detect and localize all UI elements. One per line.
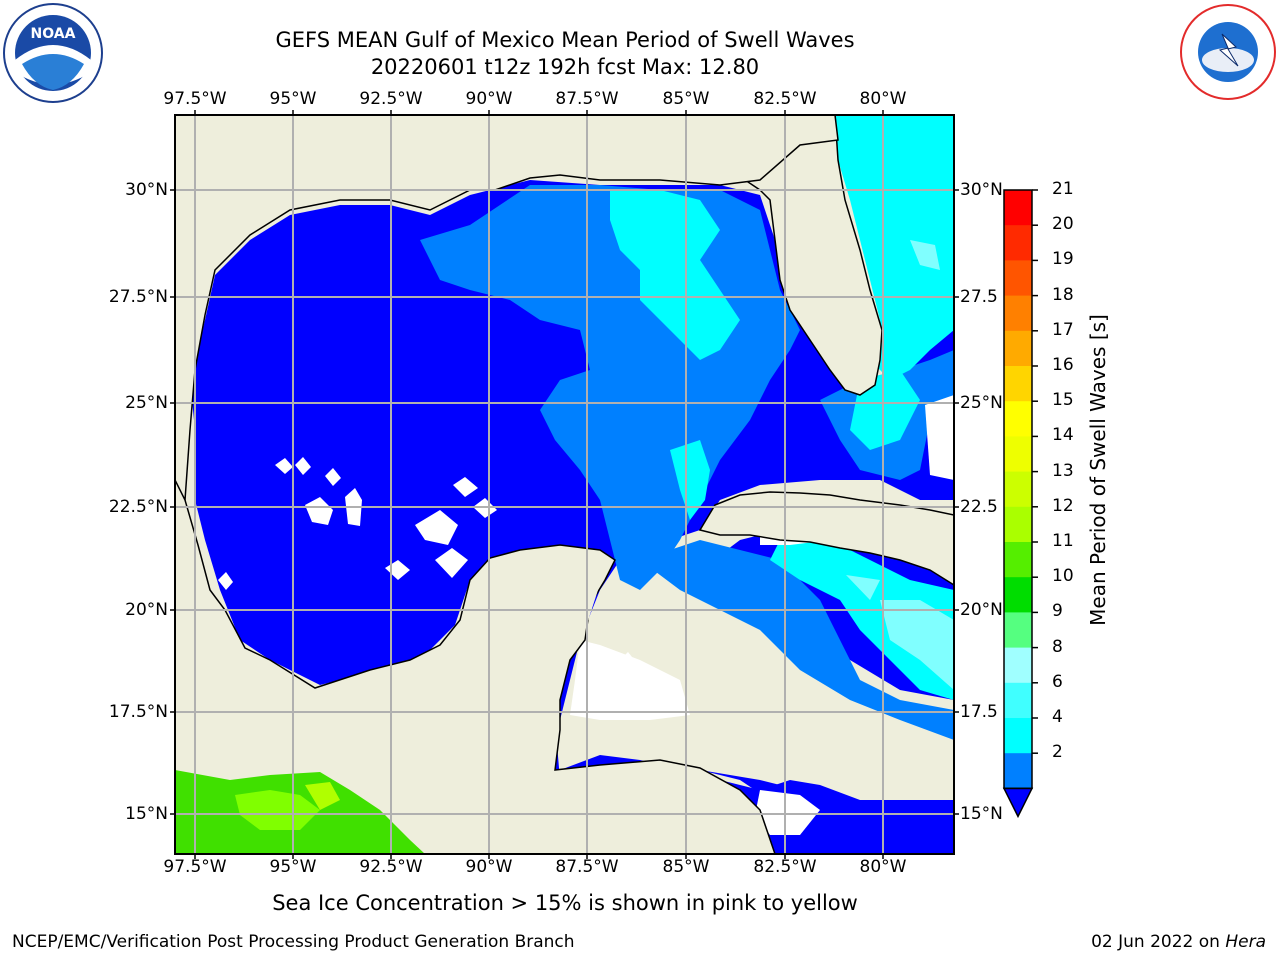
lat-label-left: 15°N xyxy=(125,804,168,824)
colorbar-segment xyxy=(1004,647,1032,684)
colorbar-segment xyxy=(1004,366,1032,402)
colorbar-tick-label: 2 xyxy=(1052,742,1063,763)
colorbar-tick-label: 9 xyxy=(1052,601,1063,622)
colorbar-label: Mean Period of Swell Waves [s] xyxy=(1086,314,1110,626)
lon-label-top: 95°W xyxy=(269,89,317,109)
colorbar-segment xyxy=(1004,436,1032,473)
lon-label-bottom: 97.5°W xyxy=(163,857,227,877)
lat-label-right: 20°N xyxy=(960,600,1003,620)
svg-text:NOAA: NOAA xyxy=(31,26,76,42)
colorbar-tick-label: 11 xyxy=(1052,531,1074,551)
footer-credit: NCEP/EMC/Verification Post Processing Pr… xyxy=(12,932,575,952)
lat-label-right: 27.5 xyxy=(960,287,998,307)
lat-label-left: 27.5°N xyxy=(108,287,168,307)
colorbar-tick-label: 4 xyxy=(1052,707,1063,727)
colorbar-segment xyxy=(1004,225,1032,261)
lon-label-bottom: 90°W xyxy=(465,857,513,877)
map-gridlines xyxy=(175,115,954,854)
noaa-logo-icon: NOAA xyxy=(3,3,103,103)
colorbar-segment xyxy=(1004,577,1032,613)
colorbar-segment xyxy=(1004,260,1032,297)
colorbar-segment xyxy=(1004,612,1032,649)
lon-label-top: 97.5°W xyxy=(163,89,227,109)
lat-label-right: 22.5 xyxy=(960,497,998,517)
lat-label-left: 17.5°N xyxy=(108,702,168,722)
colorbar-segment xyxy=(1004,471,1032,508)
lon-label-top: 92.5°W xyxy=(359,89,423,109)
lon-label-bottom: 85°W xyxy=(662,857,710,877)
lat-label-left: 25°N xyxy=(125,393,168,413)
lon-label-bottom: 82.5°W xyxy=(753,857,817,877)
lon-label-top: 82.5°W xyxy=(753,89,817,109)
lat-label-right: 25°N xyxy=(960,393,1003,413)
colorbar-tick-label: 15 xyxy=(1052,390,1074,411)
sea-ice-note: Sea Ice Concentration > 15% is shown in … xyxy=(272,891,858,915)
colorbar-tick-label: 19 xyxy=(1052,249,1074,270)
lat-label-right: 30°N xyxy=(960,180,1003,200)
lon-label-bottom: 80°W xyxy=(859,857,907,877)
colorbar-segment xyxy=(1004,401,1032,437)
footer-machine: Hera xyxy=(1225,932,1266,952)
colorbar-tick-label: 13 xyxy=(1052,460,1074,481)
chart-title: GEFS MEAN Gulf of Mexico Mean Period of … xyxy=(275,28,855,52)
colorbar-extend-arrow xyxy=(1002,787,1034,819)
colorbar-tick-label: 17 xyxy=(1052,319,1074,340)
map-frame xyxy=(174,114,955,855)
colorbar-segment xyxy=(1004,506,1032,543)
colorbar-tick-label: 21 xyxy=(1052,179,1074,199)
lat-label-right: 17.5 xyxy=(960,702,998,722)
colorbar-tick-label: 6 xyxy=(1052,671,1063,692)
colorbar-segment xyxy=(1004,718,1032,754)
colorbar-segment xyxy=(1004,753,1032,789)
colorbar-frame xyxy=(1003,189,1033,790)
swell-6-8-region xyxy=(610,190,740,360)
colorbar xyxy=(1002,189,1038,819)
colorbar-segment xyxy=(1004,330,1032,367)
colorbar-segment xyxy=(1004,542,1032,578)
lon-label-bottom: 92.5°W xyxy=(359,857,423,877)
lat-label-left: 30°N xyxy=(125,180,168,200)
nws-logo-icon xyxy=(1180,4,1276,100)
footer-date-text: 02 Jun 2022 on xyxy=(1091,932,1226,952)
lon-label-bottom: 95°W xyxy=(269,857,317,877)
colorbar-segment xyxy=(1004,295,1032,332)
lon-label-top: 90°W xyxy=(465,89,513,109)
colorbar-tick-label: 12 xyxy=(1052,495,1074,516)
lon-label-top: 87.5°W xyxy=(555,89,619,109)
footer-date: 02 Jun 2022 on Hera xyxy=(1091,932,1266,952)
colorbar-segment xyxy=(1004,190,1032,226)
colorbar-tick-label: 16 xyxy=(1052,355,1074,375)
colorbar-tick-label: 8 xyxy=(1052,636,1063,657)
colorbar-segment xyxy=(1004,682,1032,719)
colorbar-tick-label: 10 xyxy=(1052,566,1074,587)
colorbar-tick-label: 18 xyxy=(1052,284,1074,305)
chart-subtitle: 20220601 t12z 192h fcst Max: 12.80 xyxy=(370,55,760,79)
lon-label-top: 80°W xyxy=(859,89,907,109)
lat-label-right: 15°N xyxy=(960,804,1003,824)
lon-label-top: 85°W xyxy=(662,89,710,109)
lat-label-left: 20°N xyxy=(125,600,168,620)
colorbar-tick-label: 14 xyxy=(1052,425,1074,446)
colorbar-tick-label: 20 xyxy=(1052,214,1074,235)
lon-label-bottom: 87.5°W xyxy=(555,857,619,877)
lat-label-left: 22.5°N xyxy=(108,497,168,517)
